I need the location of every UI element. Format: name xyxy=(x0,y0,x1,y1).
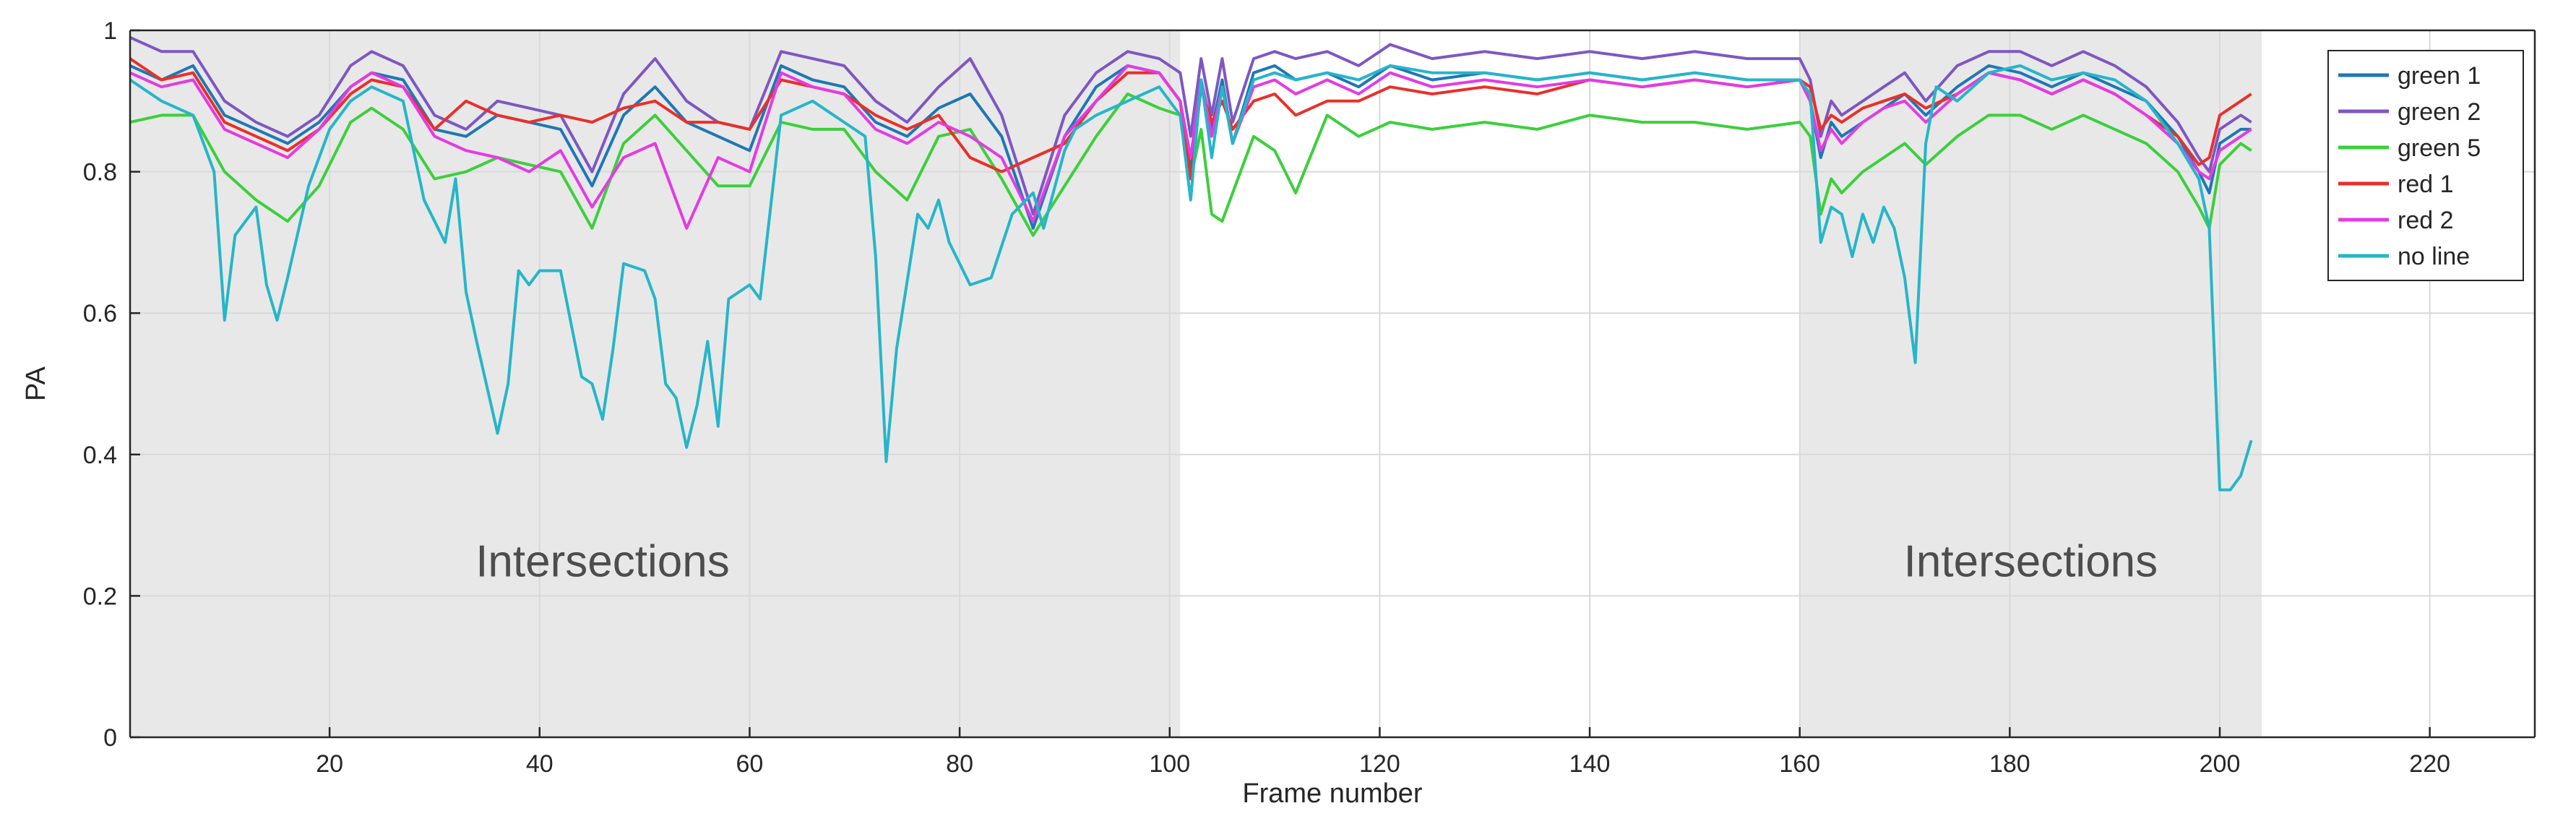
y-tick-label: 0.2 xyxy=(83,583,117,610)
x-axis-title: Frame number xyxy=(1242,778,1423,809)
y-tick-label: 0.6 xyxy=(83,300,117,327)
legend: green 1 green 2 green 5 red 1 red 2 no line xyxy=(2327,50,2524,281)
shaded-region-2 xyxy=(1799,30,2262,737)
series-line-green-2 xyxy=(129,35,2252,216)
series-line-no-line xyxy=(129,64,2253,492)
x-tick-label: 220 xyxy=(2409,750,2450,778)
legend-label: green 5 xyxy=(2398,134,2481,162)
y-tick-label: 0.8 xyxy=(83,159,117,186)
x-tick-label: 200 xyxy=(2200,750,2241,778)
series-line-red-1 xyxy=(129,57,2252,181)
series-line-red-2 xyxy=(129,64,2252,230)
y-tick-label: 0.4 xyxy=(83,442,117,469)
x-tick-label: 100 xyxy=(1149,750,1190,778)
x-tick-label: 140 xyxy=(1569,750,1611,778)
x-tick-label: 80 xyxy=(946,750,973,778)
legend-label: green 1 xyxy=(2398,62,2481,90)
y-tick-label: 1 xyxy=(103,17,117,45)
x-tick-label: 180 xyxy=(1989,750,2030,778)
legend-label: no line xyxy=(2398,243,2470,270)
legend-label: red 1 xyxy=(2398,171,2454,198)
legend-label: red 2 xyxy=(2398,207,2454,234)
x-tick-label: 120 xyxy=(1359,750,1400,778)
x-tick-label: 60 xyxy=(736,750,764,778)
tick-labels: 20 40 60 80 100 120 140 160 180 200 220 0 0.2 0.4 0.6 0… xyxy=(83,17,2450,778)
x-tick-label: 20 xyxy=(316,750,343,778)
y-axis-title: PA xyxy=(21,366,51,401)
legend-box xyxy=(2327,50,2524,281)
series-lines xyxy=(129,35,2253,492)
region-labels: Intersections Intersections xyxy=(475,537,2158,587)
y-tick-label: 0 xyxy=(103,724,117,752)
series-line-green-5 xyxy=(129,93,2252,237)
x-tick-label: 160 xyxy=(1779,750,1820,778)
region-label-2: Intersections xyxy=(1904,537,2158,587)
axes xyxy=(129,29,2536,739)
x-tick-label: 40 xyxy=(526,750,553,778)
region-label-1: Intersections xyxy=(475,537,730,587)
legend-label: green 2 xyxy=(2398,98,2481,126)
